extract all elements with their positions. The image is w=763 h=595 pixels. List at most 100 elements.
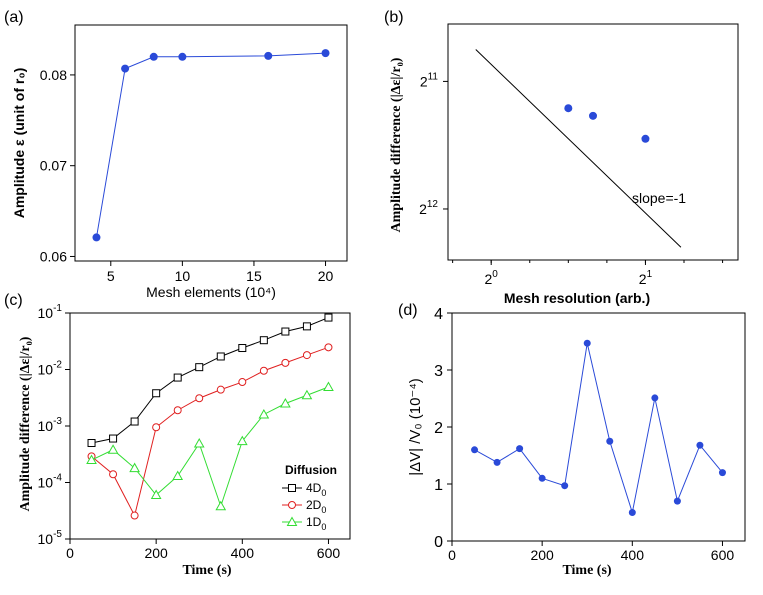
panel-d-data-point <box>673 497 681 505</box>
panel-c-data-point <box>109 434 118 443</box>
panel-b-plot-frame <box>447 23 739 261</box>
panel-c-data-point <box>301 389 313 400</box>
panel-c-legend-marker <box>288 484 296 492</box>
panel-c-data-point <box>324 343 333 352</box>
panel-a-data-point <box>121 64 130 73</box>
panel-c-data-point <box>236 435 248 446</box>
panel-c-data-point <box>259 336 268 345</box>
panel-c-data-point <box>259 366 268 375</box>
panel-d-data-point <box>538 474 546 482</box>
panel-d-y-tick-label: 4 <box>434 306 443 323</box>
panel-c: (c) 0 200 400 600 10-1 10-2 10-3 10-4 10-5 Diffu… <box>4 292 351 578</box>
panel-c-data-point <box>216 352 225 361</box>
panel-d-y-tick-label: 3 <box>434 363 443 380</box>
panel-c-data-point <box>173 373 182 382</box>
panel-c-data-point <box>324 313 333 322</box>
panel-b-x-axis-label: Mesh resolution (arb.) <box>504 290 650 306</box>
panel-b-y-tick-label: 211 <box>420 71 439 89</box>
panel-c-y-tick-label: 10-4 <box>38 473 63 491</box>
panel-c-legend-marker <box>288 501 296 509</box>
panel-c-y-axis-label: Amplitude difference (|Δε|/r₀) <box>18 336 33 511</box>
panel-c-x-tick-label: 200 <box>144 545 168 561</box>
panel-a: (a) 5 10 15 20 0.06 0.07 0.08 Mesh elements (1… <box>4 9 348 300</box>
panel-d: (d) 0 200 400 600 0 1 2 3 4 Time (s) |ΔV| /V₀ (1… <box>398 302 746 578</box>
panel-d-x-axis-label: Time (s) <box>562 563 611 578</box>
panel-c-data-point <box>152 423 161 432</box>
panel-c-data-point <box>172 470 184 481</box>
panel-c-data-point <box>238 378 247 387</box>
panel-a-y-axis-label: Amplitude ε (unit of r₀) <box>11 68 27 219</box>
panel-c-data-point <box>216 385 225 394</box>
panel-c-x-tick-label: 400 <box>231 545 255 561</box>
panel-d-series-line <box>474 343 723 513</box>
panel-a-plot-frame <box>74 24 348 262</box>
panel-b-x-tick-label: 21 <box>639 269 653 287</box>
panel-a-data-point <box>149 52 158 61</box>
panel-c-series-line <box>91 317 329 444</box>
panel-d-y-tick-label: 2 <box>434 420 443 437</box>
panel-c-x-axis-label: Time (s) <box>182 563 231 578</box>
panel-c-x-tick-label: 600 <box>317 545 341 561</box>
panel-a-x-tick-label: 15 <box>246 268 262 284</box>
panel-c-data-point <box>215 500 227 511</box>
panel-a-x-axis-label: Mesh elements (10⁴) <box>146 284 276 300</box>
panel-a-y-tick-label: 0.06 <box>40 248 67 264</box>
panel-d-y-axis-label: |ΔV| /V₀ (10⁻⁴) <box>407 378 424 476</box>
panel-a-data-point <box>321 49 330 58</box>
panel-d-data-point <box>628 509 636 516</box>
panel-d-x-tick-label: 600 <box>711 547 735 563</box>
panel-c-data-point <box>150 489 162 500</box>
panel-d-data-point <box>583 339 591 347</box>
panel-a-y-tick-label: 0.07 <box>40 158 67 174</box>
panel-c-data-point <box>130 511 139 520</box>
panel-b-label: (b) <box>384 9 404 26</box>
panel-c-data-point <box>129 462 140 473</box>
panel-c-data-point <box>302 351 311 360</box>
panel-d-data-point <box>516 445 524 453</box>
panel-a-data-point <box>264 51 273 60</box>
panel-d-data-point <box>606 437 614 445</box>
panel-c-data-point <box>281 358 290 367</box>
panel-d-data-point <box>718 469 726 477</box>
panel-c-data-point <box>193 437 205 448</box>
panel-d-x-tick-label: 200 <box>530 547 554 563</box>
panel-c-y-tick-label: 10-1 <box>38 303 63 321</box>
panel-b-data-point <box>589 111 597 120</box>
panel-d-data-point <box>651 394 659 402</box>
panel-a-label: (a) <box>4 9 24 26</box>
panel-c-data-point <box>302 322 311 331</box>
panel-c-data-point <box>281 327 290 336</box>
panel-d-data-point <box>471 446 479 454</box>
panel-c-data-point <box>173 406 182 415</box>
panel-c-data-point <box>258 408 270 419</box>
panel-d-x-tick-label: 0 <box>448 547 456 563</box>
panel-b-y-tick-label: 212 <box>419 199 438 217</box>
panel-b-data-point <box>641 134 650 143</box>
panel-c-data-point <box>107 444 119 454</box>
panel-c-legend-title: Diffusion <box>285 463 337 477</box>
panel-d-data-point <box>561 482 569 490</box>
panel-c-data-point <box>86 454 97 465</box>
panel-d-data-point <box>493 458 501 466</box>
panel-c-data-point <box>195 394 204 403</box>
panel-c-legend-label: 2D0 <box>306 498 326 515</box>
panel-c-data-point <box>87 439 96 448</box>
panel-a-series-line <box>95 52 326 238</box>
panel-b-slope-line <box>475 49 682 248</box>
panel-c-x-tick-label: 0 <box>66 545 74 561</box>
panel-b-slope-label: slope=-1 <box>632 190 686 206</box>
panel-d-x-tick-label: 400 <box>621 547 645 563</box>
panel-c-y-tick-label: 10-3 <box>38 416 63 434</box>
panel-d-plot-frame <box>451 312 746 542</box>
panel-c-data-point <box>152 389 161 398</box>
panel-b: (b) 20 21 211 212 slope=-1 Mesh resolution … <box>384 9 739 306</box>
panel-d-y-tick-label: 1 <box>434 477 443 494</box>
panel-c-y-tick-label: 10-2 <box>38 360 63 378</box>
panel-a-data-point <box>92 233 101 242</box>
panel-d-label: (d) <box>398 302 418 319</box>
panel-a-data-point <box>178 52 187 61</box>
panel-c-label: (c) <box>4 292 23 309</box>
panel-d-y-tick-label: 0 <box>434 534 443 551</box>
